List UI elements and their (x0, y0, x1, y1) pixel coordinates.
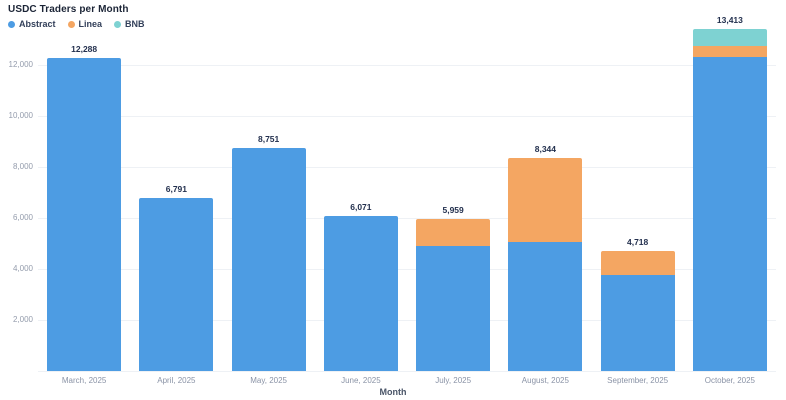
y-tick-label: 4,000 (12, 264, 33, 273)
bar-segment-abstract[interactable] (416, 246, 491, 371)
legend-dot-icon (67, 20, 75, 28)
gridline (38, 269, 776, 270)
bar-segment-abstract[interactable] (231, 147, 306, 371)
legend-item-bnb[interactable]: BNB (114, 19, 145, 29)
chart-title: USDC Traders per Month (8, 4, 129, 15)
x-tick-label: May, 2025 (250, 376, 287, 385)
x-tick-label: October, 2025 (704, 376, 755, 385)
x-tick-label: June, 2025 (341, 376, 381, 385)
legend: Abstract Linea BNB (8, 19, 145, 29)
gridline (38, 218, 776, 219)
x-tick-label: September, 2025 (607, 376, 669, 385)
legend-label: Abstract (19, 19, 56, 29)
bar-value-label: 6,791 (165, 183, 188, 194)
legend-dot-icon (114, 20, 122, 28)
x-tick-label: August, 2025 (521, 376, 569, 385)
x-tick-label: March, 2025 (61, 376, 107, 385)
bar-value-label: 8,751 (257, 133, 280, 144)
bar-value-label: 6,071 (350, 202, 372, 213)
bar-segment-linea[interactable] (508, 158, 583, 243)
gridline (38, 320, 776, 321)
legend-label: Linea (78, 19, 103, 29)
gridline (38, 65, 776, 66)
legend-item-abstract[interactable]: Abstract (8, 19, 56, 29)
bar-segment-abstract[interactable] (139, 197, 214, 371)
legend-item-linea[interactable]: Linea (67, 19, 103, 29)
bar-segment-abstract[interactable] (508, 242, 583, 371)
y-tick-label: 6,000 (12, 213, 33, 222)
bar-segment-linea[interactable] (600, 250, 675, 276)
chart-header: USDC Traders per Month Abstract Linea BNB (8, 4, 145, 29)
legend-dot-icon (8, 20, 15, 28)
plot-area: 2,000 4,000 6,000 8,000 10,000 12,000 12,288 Ma… (9, 14, 776, 385)
bar-segment-abstract[interactable] (692, 57, 767, 371)
bar-segment-abstract[interactable] (323, 216, 398, 371)
x-axis-title: Month (379, 387, 407, 397)
y-tick-label: 12,000 (8, 60, 33, 69)
bar-value-label: 4,718 (626, 236, 649, 247)
bar-segment-abstract[interactable] (600, 275, 675, 371)
bar-segment-linea[interactable] (416, 219, 491, 247)
legend-label: BNB (125, 19, 145, 29)
x-tick-label: July, 2025 (435, 376, 472, 385)
bar-segment-linea[interactable] (692, 45, 767, 58)
bar-value-label: 13,413 (716, 14, 743, 25)
y-tick-label: 2,000 (12, 315, 33, 324)
bar-segment-bnb[interactable] (692, 28, 767, 46)
x-tick-label: April, 2025 (157, 376, 196, 385)
bar-value-label: 5,959 (442, 205, 464, 216)
bar-value-label: 12,288 (71, 43, 98, 54)
gridline (38, 167, 776, 168)
gridline (38, 116, 776, 117)
y-tick-label: 10,000 (8, 111, 33, 120)
bar-value-label: 8,344 (534, 144, 557, 155)
bar-segment-abstract[interactable] (47, 57, 122, 371)
y-tick-label: 8,000 (12, 162, 33, 171)
